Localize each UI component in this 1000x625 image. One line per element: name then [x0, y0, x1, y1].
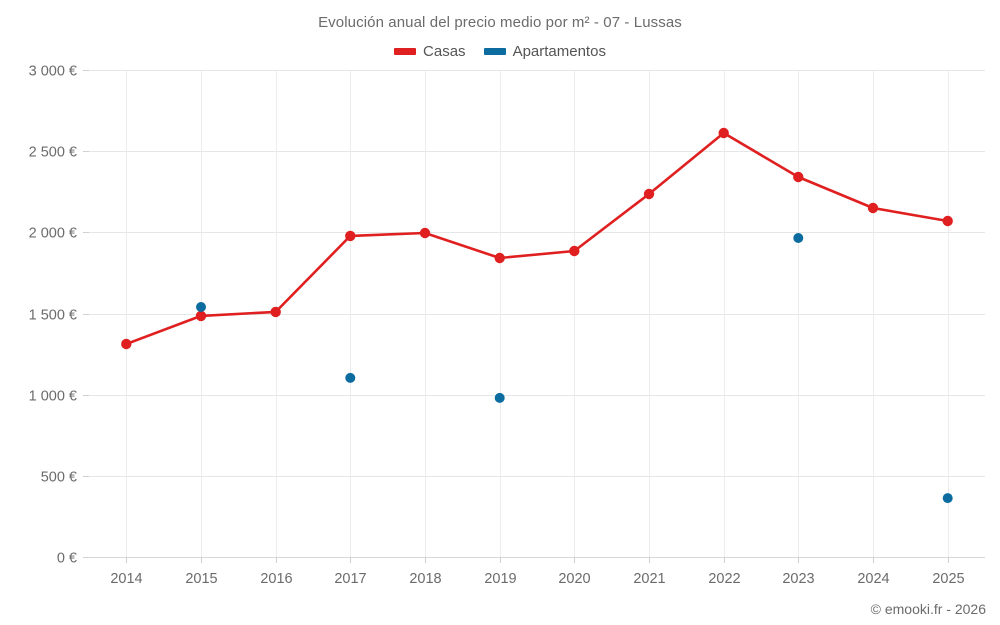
series-markers	[121, 127, 953, 504]
legend-item-apartamentos[interactable]: Apartamentos	[483, 43, 606, 60]
data-point-marker[interactable]	[569, 245, 580, 257]
legend-item-casas[interactable]: Casas	[394, 44, 466, 59]
x-axis-tick-label: 2021	[633, 571, 665, 587]
data-point-marker[interactable]	[270, 306, 281, 318]
series-lines	[125, 131, 950, 346]
legend-label-apartamentos: Apartamentos	[512, 43, 606, 60]
x-tick-labels: 2014 2015 2016 2017 2018 2019 2020 2021 2022 2023…	[110, 571, 964, 587]
x-axis-tick-label: 2023	[782, 571, 814, 587]
y-gridlines	[83, 70, 985, 558]
x-axis-tick-label: 2020	[558, 571, 590, 587]
legend-label-casas: Casas	[423, 43, 466, 60]
y-axis-tick-label: 2 000 €	[29, 226, 77, 242]
series-line-0	[125, 131, 950, 346]
x-axis-tick-label: 2015	[185, 571, 217, 587]
x-axis-tick-label: 2019	[484, 571, 516, 587]
chart-title: Evolución anual del precio medio por m² …	[318, 14, 682, 31]
y-axis-tick-label: 1 500 €	[29, 308, 77, 324]
x-axis-tick-label: 2017	[334, 571, 366, 587]
data-point-marker[interactable]	[345, 372, 356, 383]
data-point-marker[interactable]	[195, 310, 207, 322]
x-axis-tick-label: 2024	[857, 571, 889, 587]
legend-swatch-apartamentos	[483, 48, 506, 55]
data-point-marker[interactable]	[718, 127, 729, 139]
y-tick-labels: 0 € 500 € 1 000 € 1 500 € 2 000 € 2 500 € 3 00…	[29, 64, 77, 567]
data-point-marker[interactable]	[196, 302, 206, 312]
x-axis-tick-label: 2018	[409, 571, 441, 587]
data-point-marker[interactable]	[345, 230, 356, 242]
legend-swatch-casas	[394, 48, 417, 55]
y-axis-tick-label: 3 000 €	[29, 64, 77, 80]
data-point-marker[interactable]	[793, 171, 804, 183]
y-axis-tick-label: 0 €	[57, 551, 77, 567]
data-point-marker[interactable]	[942, 493, 953, 504]
x-axis-tick-label: 2025	[932, 571, 964, 587]
chart-legend: Casas Apartamentos	[0, 44, 1000, 59]
data-point-marker[interactable]	[793, 233, 804, 243]
x-axis-tick-label: 2014	[110, 571, 142, 587]
copyright-credit: © emooki.fr - 2026	[870, 601, 986, 617]
data-point-marker[interactable]	[121, 338, 132, 350]
x-axis-tick-label: 2022	[708, 571, 740, 587]
x-gridlines	[126, 70, 949, 563]
data-point-marker[interactable]	[494, 252, 505, 264]
data-point-marker[interactable]	[419, 227, 431, 239]
data-point-marker[interactable]	[494, 392, 505, 403]
x-axis-tick-label: 2016	[260, 571, 292, 587]
data-point-marker[interactable]	[643, 188, 655, 200]
data-point-marker[interactable]	[942, 215, 953, 227]
y-axis-tick-label: 500 €	[41, 470, 77, 486]
y-axis-tick-label: 1 000 €	[29, 389, 77, 405]
y-axis-tick-label: 2 500 €	[29, 145, 77, 161]
data-point-marker[interactable]	[867, 202, 879, 214]
